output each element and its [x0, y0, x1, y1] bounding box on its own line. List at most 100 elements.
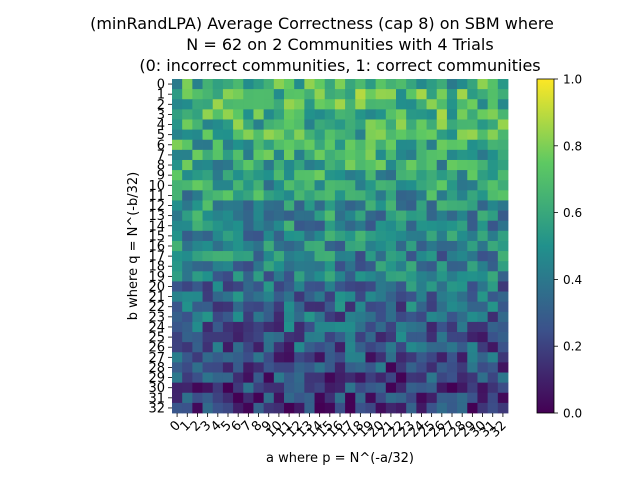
heatmap-cell [416, 281, 427, 292]
heatmap-cell [355, 180, 366, 191]
heatmap-cell [334, 129, 346, 141]
heatmap-cell [284, 240, 295, 252]
heatmap-cell [263, 392, 275, 404]
heatmap-cell [497, 89, 509, 100]
heatmap-cell [222, 342, 234, 353]
heatmap-cell [457, 362, 468, 373]
heatmap-cell [334, 382, 346, 394]
heatmap-cell [253, 139, 265, 151]
heatmap-cell [243, 402, 254, 414]
heatmap-cell [457, 230, 468, 242]
heatmap-cell [192, 362, 203, 373]
heatmap-cell [314, 332, 326, 343]
heatmap-cell [324, 210, 336, 222]
y-tick-label: 32 [148, 401, 165, 416]
heatmap-cell [334, 99, 346, 110]
heatmap-cell [436, 109, 448, 120]
heatmap-cell [182, 271, 193, 282]
heatmap-cell [212, 362, 224, 373]
heatmap-cell [202, 139, 214, 151]
heatmap-cell [396, 180, 407, 191]
heatmap-cell [477, 301, 489, 313]
heatmap-cell [263, 180, 275, 191]
heatmap-cell [446, 251, 458, 262]
heatmap-cell [314, 159, 326, 171]
heatmap-cell [273, 240, 285, 252]
y-tick-label: 30 [148, 381, 165, 396]
heatmap-cell [273, 230, 285, 242]
heatmap-cell [416, 311, 427, 323]
heatmap-cell [487, 99, 499, 110]
heatmap-cell [375, 362, 387, 373]
heatmap-cell [284, 89, 295, 100]
heatmap-cell [243, 332, 254, 343]
heatmap-cell [497, 180, 509, 191]
heatmap-cell [396, 190, 407, 201]
heatmap-cell [202, 170, 214, 181]
heatmap-cell [436, 119, 448, 130]
colorbar-tick-label: 0.8 [563, 139, 582, 153]
heatmap-cell [477, 261, 489, 272]
heatmap-cell [365, 159, 377, 171]
heatmap-cell [304, 180, 315, 191]
colorbar-tick-label: 0.6 [563, 206, 582, 220]
heatmap-cell [284, 200, 295, 211]
heatmap-cell [172, 311, 183, 323]
heatmap-cell [314, 382, 326, 394]
heatmap-cell [497, 311, 509, 323]
heatmap-cell [477, 230, 489, 242]
heatmap-cell [385, 170, 397, 181]
heatmap-cell [263, 291, 275, 303]
heatmap-cell [406, 240, 417, 252]
heatmap-cell [273, 220, 285, 232]
heatmap-cell [314, 99, 326, 110]
heatmap-cell [406, 372, 417, 384]
heatmap-cell [233, 159, 244, 171]
heatmap-cell [487, 89, 499, 100]
heatmap-cell [222, 139, 234, 151]
heatmap-cell [457, 402, 468, 414]
heatmap-cell [446, 301, 458, 313]
heatmap-cell [222, 311, 234, 323]
heatmap-cell [375, 190, 387, 201]
heatmap-cell [202, 311, 214, 323]
heatmap-cell [294, 210, 305, 222]
heatmap-cell [243, 342, 254, 353]
heatmap-cell [233, 149, 244, 161]
heatmap-cell [233, 362, 244, 373]
heatmap-cell [457, 271, 468, 282]
heatmap-cell [222, 220, 234, 232]
heatmap-cell [487, 79, 499, 90]
heatmap-cell [263, 382, 275, 394]
heatmap-cell [304, 402, 315, 414]
heatmap-cell [467, 89, 478, 100]
heatmap-cell [406, 352, 417, 363]
heatmap-cell [355, 321, 366, 333]
heatmap-cell [497, 301, 509, 313]
heatmap-cell [426, 170, 438, 181]
heatmap-cell [243, 261, 254, 272]
heatmap-cell [182, 170, 193, 181]
heatmap-cell [212, 301, 224, 313]
heatmap-cell [202, 332, 214, 343]
heatmap-cell [477, 220, 489, 232]
heatmap-cell [477, 180, 489, 191]
heatmap-cell [233, 392, 244, 404]
heatmap-cell [314, 170, 326, 181]
heatmap-cell [263, 139, 275, 151]
heatmap-cell [314, 89, 326, 100]
heatmap-cell [375, 311, 387, 323]
heatmap-cell [314, 392, 326, 404]
heatmap-cell [172, 352, 183, 363]
heatmap-cell [426, 372, 438, 384]
heatmap-cell [284, 382, 295, 394]
heatmap-cell [345, 362, 356, 373]
heatmap-cell [182, 372, 193, 384]
heatmap-cell [487, 251, 499, 262]
heatmap-cell [324, 129, 336, 141]
heatmap-cell [233, 402, 244, 414]
heatmap-cell [172, 230, 183, 242]
heatmap-cell [436, 372, 448, 384]
heatmap-cell [304, 271, 315, 282]
heatmap-cell [233, 129, 244, 141]
